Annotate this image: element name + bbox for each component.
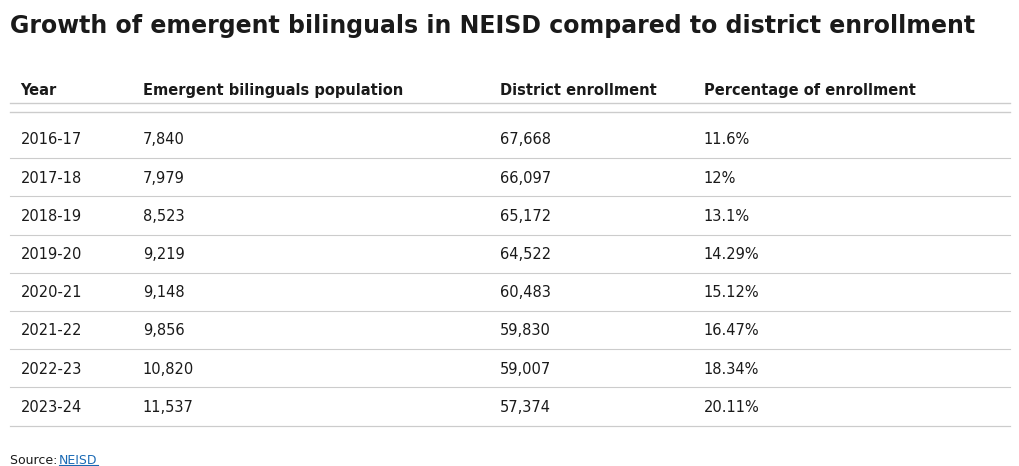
Text: 18.34%: 18.34% [703,362,758,377]
Text: Source:: Source: [10,453,61,466]
Text: 12%: 12% [703,171,736,185]
Text: 57,374: 57,374 [499,400,550,415]
Text: NEISD: NEISD [59,453,98,466]
Text: Growth of emergent bilinguals in NEISD compared to district enrollment: Growth of emergent bilinguals in NEISD c… [10,14,974,38]
Text: 7,979: 7,979 [143,171,184,185]
Text: 2023-24: 2023-24 [20,400,82,415]
Text: 9,856: 9,856 [143,323,184,338]
Text: 2018-19: 2018-19 [20,209,82,224]
Text: 66,097: 66,097 [499,171,550,185]
Text: 2022-23: 2022-23 [20,362,82,377]
Text: 2016-17: 2016-17 [20,132,82,147]
Text: 20.11%: 20.11% [703,400,759,415]
Text: 2019-20: 2019-20 [20,247,82,262]
Text: Percentage of enrollment: Percentage of enrollment [703,83,915,98]
Text: 2021-22: 2021-22 [20,323,82,338]
Text: 9,148: 9,148 [143,285,184,300]
Text: Emergent bilinguals population: Emergent bilinguals population [143,83,403,98]
Text: Year: Year [20,83,57,98]
Text: 2020-21: 2020-21 [20,285,82,300]
Text: 65,172: 65,172 [499,209,550,224]
Text: 11.6%: 11.6% [703,132,749,147]
Text: 64,522: 64,522 [499,247,550,262]
Text: 13.1%: 13.1% [703,209,749,224]
Text: 59,007: 59,007 [499,362,550,377]
Text: 8,523: 8,523 [143,209,184,224]
Text: 59,830: 59,830 [499,323,550,338]
Text: 11,537: 11,537 [143,400,194,415]
Text: 7,840: 7,840 [143,132,184,147]
Text: 16.47%: 16.47% [703,323,759,338]
Text: District enrollment: District enrollment [499,83,656,98]
Text: 2017-18: 2017-18 [20,171,82,185]
Text: 10,820: 10,820 [143,362,194,377]
Text: 67,668: 67,668 [499,132,550,147]
Text: 60,483: 60,483 [499,285,550,300]
Text: 9,219: 9,219 [143,247,184,262]
Text: 15.12%: 15.12% [703,285,759,300]
Text: 14.29%: 14.29% [703,247,759,262]
